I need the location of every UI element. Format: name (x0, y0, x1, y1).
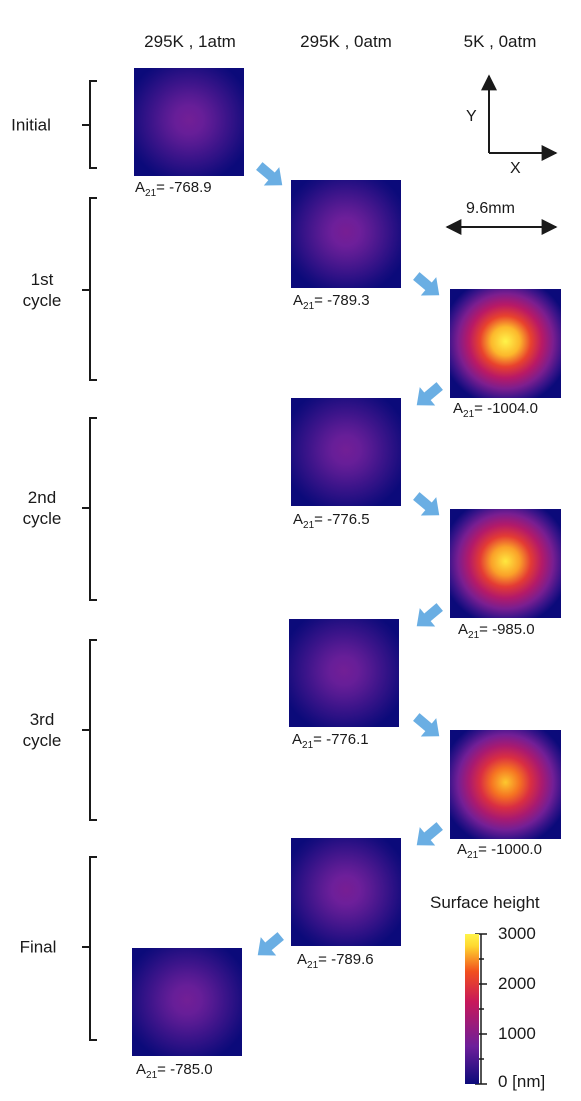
row-label-cycle-2-line2: cycle (22, 509, 62, 528)
row-label-cycle-3-line1: 3rd (29, 710, 55, 729)
transition-arrow-3 (409, 376, 448, 415)
surface-map-cycle2-295k-0atm (291, 398, 401, 506)
transition-arrow-4 (408, 486, 447, 525)
row-label-cycle-1-line2: cycle (22, 291, 62, 310)
row-label-final: Final (19, 937, 57, 957)
colorbar-tick-2000: 2000 (498, 974, 536, 993)
a21-label-cycle2-5k-0atm: A21= -985.0 (458, 621, 535, 641)
column-header-295k-0atm: 295K , 0atm (300, 32, 392, 51)
scale-bar-label: 9.6mm (466, 200, 515, 217)
row-label-cycle-3-line2: cycle (22, 731, 62, 750)
colorbar-title: Surface height (430, 893, 540, 912)
transition-arrow-2 (408, 266, 447, 305)
transition-arrow-5 (409, 597, 448, 636)
surface-map-cycle1-5k-0atm (450, 289, 561, 398)
transition-arrow-7 (409, 816, 448, 855)
bracket-initial (82, 80, 97, 169)
a21-label-cycle3-5k-0atm: A21= -1000.0 (457, 841, 542, 861)
x-axis-label: X (510, 160, 521, 177)
surface-map-cycle2-5k-0atm (450, 509, 561, 618)
a21-label-cycle2-295k-0atm: A21= -776.5 (293, 511, 370, 531)
row-label-initial: Initial (11, 115, 51, 135)
y-axis-label: Y (466, 108, 477, 125)
column-header-5k-0atm: 5K , 0atm (463, 32, 537, 51)
colorbar-tick-0: 0 [nm] (498, 1072, 546, 1091)
row-label-cycle-1-line1: 1st (30, 270, 54, 289)
surface-map-final-295k-0atm (291, 838, 401, 946)
transition-arrow-6 (408, 707, 447, 746)
a21-label-cycle1-295k-0atm: A21= -789.3 (293, 292, 370, 312)
a21-label-final-295k-1atm: A21= -785.0 (136, 1061, 213, 1081)
surface-map-cycle3-295k-0atm (289, 619, 399, 727)
transition-arrow-1 (251, 156, 290, 195)
column-header-295k-1atm: 295K , 1atm (144, 32, 236, 51)
a21-label-final-295k-0atm: A21= -789.6 (297, 951, 374, 971)
colorbar-tick-3000: 3000 (498, 924, 536, 943)
colorbar-gradient (465, 934, 479, 1084)
surface-map-cycle3-5k-0atm (450, 730, 561, 839)
bracket-cycle-1 (82, 197, 97, 381)
colorbar-tick-1000: 1000 (498, 1024, 536, 1043)
row-label-cycle-2-line1: 2nd (27, 488, 57, 507)
surface-map-initial-295k-1atm (134, 68, 244, 176)
a21-label-initial-295k-1atm: A21= -768.9 (135, 179, 212, 199)
row-label-cycle-1: 1st cycle (23, 269, 62, 311)
a21-label-cycle1-5k-0atm: A21= -1004.0 (453, 400, 538, 420)
row-label-cycle-3: 3rd cycle (23, 709, 62, 751)
surface-map-cycle1-295k-0atm (291, 180, 401, 288)
transition-arrow-8 (250, 926, 289, 965)
bracket-cycle-3 (82, 639, 97, 821)
a21-label-cycle3-295k-0atm: A21= -776.1 (292, 731, 369, 751)
bracket-cycle-2 (82, 417, 97, 601)
bracket-final (82, 856, 97, 1041)
surface-map-final-295k-1atm (132, 948, 242, 1056)
row-label-cycle-2: 2nd cycle (23, 487, 62, 529)
